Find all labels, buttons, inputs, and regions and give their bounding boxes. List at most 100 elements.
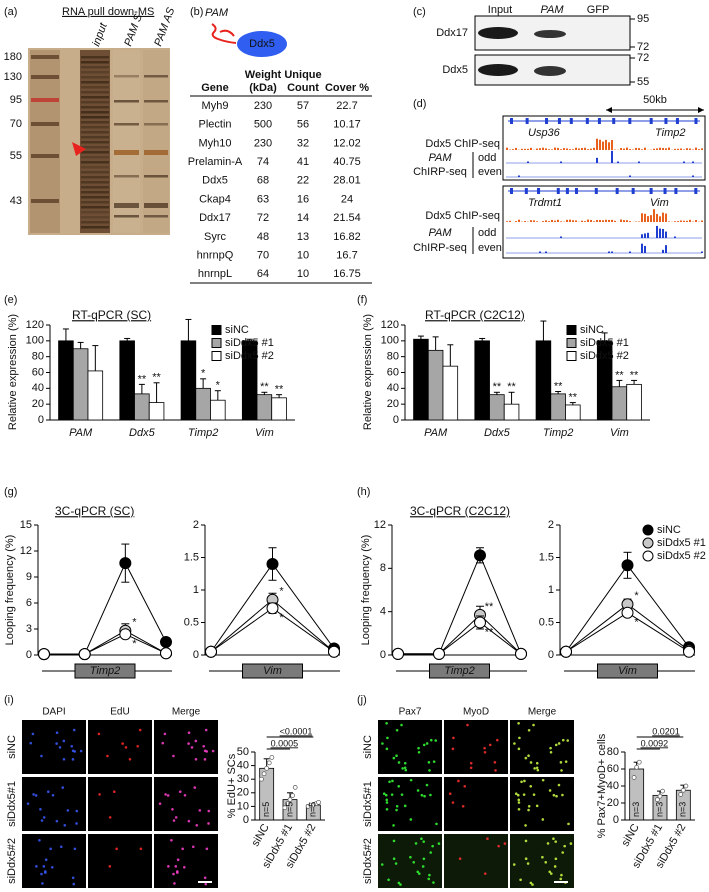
significance-mark: ** <box>152 372 161 384</box>
column-label: Merge <box>172 707 201 718</box>
cell-signal <box>435 822 438 826</box>
cell-signal <box>176 871 179 874</box>
cell-signal <box>397 784 401 788</box>
table-cell: Ddx17 <box>199 212 231 224</box>
chip-signal <box>641 213 643 222</box>
cell-signal <box>55 819 59 823</box>
cell-signal <box>399 883 402 886</box>
chip-signal <box>614 220 616 222</box>
chirp-signal <box>638 161 640 163</box>
n-label: n=5 <box>308 802 318 817</box>
chirp-signal <box>701 251 703 253</box>
chip-signal <box>557 219 559 222</box>
chip-signal <box>695 147 697 150</box>
cell-signal <box>204 882 208 886</box>
y-tick-label: 100 <box>26 335 44 347</box>
table-cell: Plectin <box>198 119 231 131</box>
x-tick-label: PAM <box>424 427 448 439</box>
x-tick-label: Vim <box>610 427 629 439</box>
y-tick-label: 120 <box>26 319 44 331</box>
chip-signal <box>623 148 625 150</box>
data-point <box>660 788 665 794</box>
cell-signal <box>524 824 527 827</box>
gel-band <box>144 100 168 103</box>
chip-signal <box>530 220 532 222</box>
cell-signal <box>124 746 128 749</box>
exon <box>674 188 678 194</box>
y-tick-label: 3 <box>26 623 32 635</box>
data-point <box>634 764 640 770</box>
data-point <box>259 776 264 782</box>
chip-signal <box>575 147 577 150</box>
chip-signal <box>662 147 664 150</box>
data-point <box>433 647 445 660</box>
legend-label: siNC <box>225 324 249 336</box>
cell-signal <box>403 761 407 765</box>
row-label: siDdx5#1 <box>6 781 18 827</box>
micrograph <box>444 720 508 774</box>
y-tick-label: 40 <box>387 382 399 394</box>
gel-band <box>144 175 168 178</box>
panel-label: (h) <box>357 486 370 498</box>
exon <box>663 188 667 194</box>
gel-band <box>114 203 139 208</box>
significance-mark: * <box>132 617 137 629</box>
cell-signal <box>448 792 452 796</box>
cell-signal <box>560 873 563 877</box>
chip-signal <box>656 213 658 222</box>
y-tick-label: 20 <box>387 398 399 410</box>
cell-signal <box>73 847 77 851</box>
chip-signal <box>584 147 586 150</box>
gel-band <box>81 221 109 224</box>
bar <box>442 365 459 421</box>
marker-label: 72 <box>637 41 649 53</box>
significance-mark: ** <box>138 373 147 385</box>
cell-signal <box>486 837 489 840</box>
row-label: siDdx5#1 <box>362 781 374 827</box>
cell-signal <box>187 731 191 734</box>
cell-signal <box>42 865 46 868</box>
chip-signal <box>674 221 676 222</box>
micrograph <box>88 777 152 831</box>
bar <box>427 349 444 421</box>
cell-signal <box>549 750 553 754</box>
chirp-signal <box>629 251 631 253</box>
exon <box>649 118 653 124</box>
table-cell: 16.75 <box>333 268 361 280</box>
chip-signal <box>542 221 544 222</box>
cell-signal <box>522 793 526 796</box>
chirp-signal <box>518 175 520 177</box>
cell-signal <box>172 754 175 758</box>
chirp-signal <box>674 236 676 238</box>
column-label: GFP <box>587 4 610 16</box>
data-point <box>38 648 50 661</box>
cell-signal <box>97 732 101 736</box>
y-axis-label: Looping frequency (%) <box>360 535 372 646</box>
chip-signal <box>545 148 547 150</box>
gel-band <box>31 55 59 59</box>
chip-signal <box>623 220 625 222</box>
chip-signal <box>626 147 628 150</box>
significance-mark: ** <box>260 381 269 393</box>
gene-box <box>429 663 490 679</box>
exon <box>510 188 513 194</box>
chip-signal <box>644 213 646 222</box>
chip-signal <box>593 221 595 222</box>
gel-band <box>81 196 109 199</box>
gel-band <box>31 122 59 126</box>
chirp-signal <box>560 236 562 238</box>
cell-signal <box>115 847 118 851</box>
x-tick-label: Vim <box>255 427 274 439</box>
gel-band <box>114 123 139 126</box>
legend-label: siNC <box>580 324 604 336</box>
gel-band <box>81 66 109 69</box>
chip-signal <box>608 219 610 222</box>
blot-band <box>478 27 518 39</box>
cell-signal <box>403 804 407 808</box>
cell-signal <box>41 882 44 885</box>
cell-signal <box>203 758 207 761</box>
track-label: even <box>478 166 502 178</box>
chip-signal <box>527 148 529 150</box>
gel-band <box>81 81 109 84</box>
cell-signal <box>417 872 421 875</box>
